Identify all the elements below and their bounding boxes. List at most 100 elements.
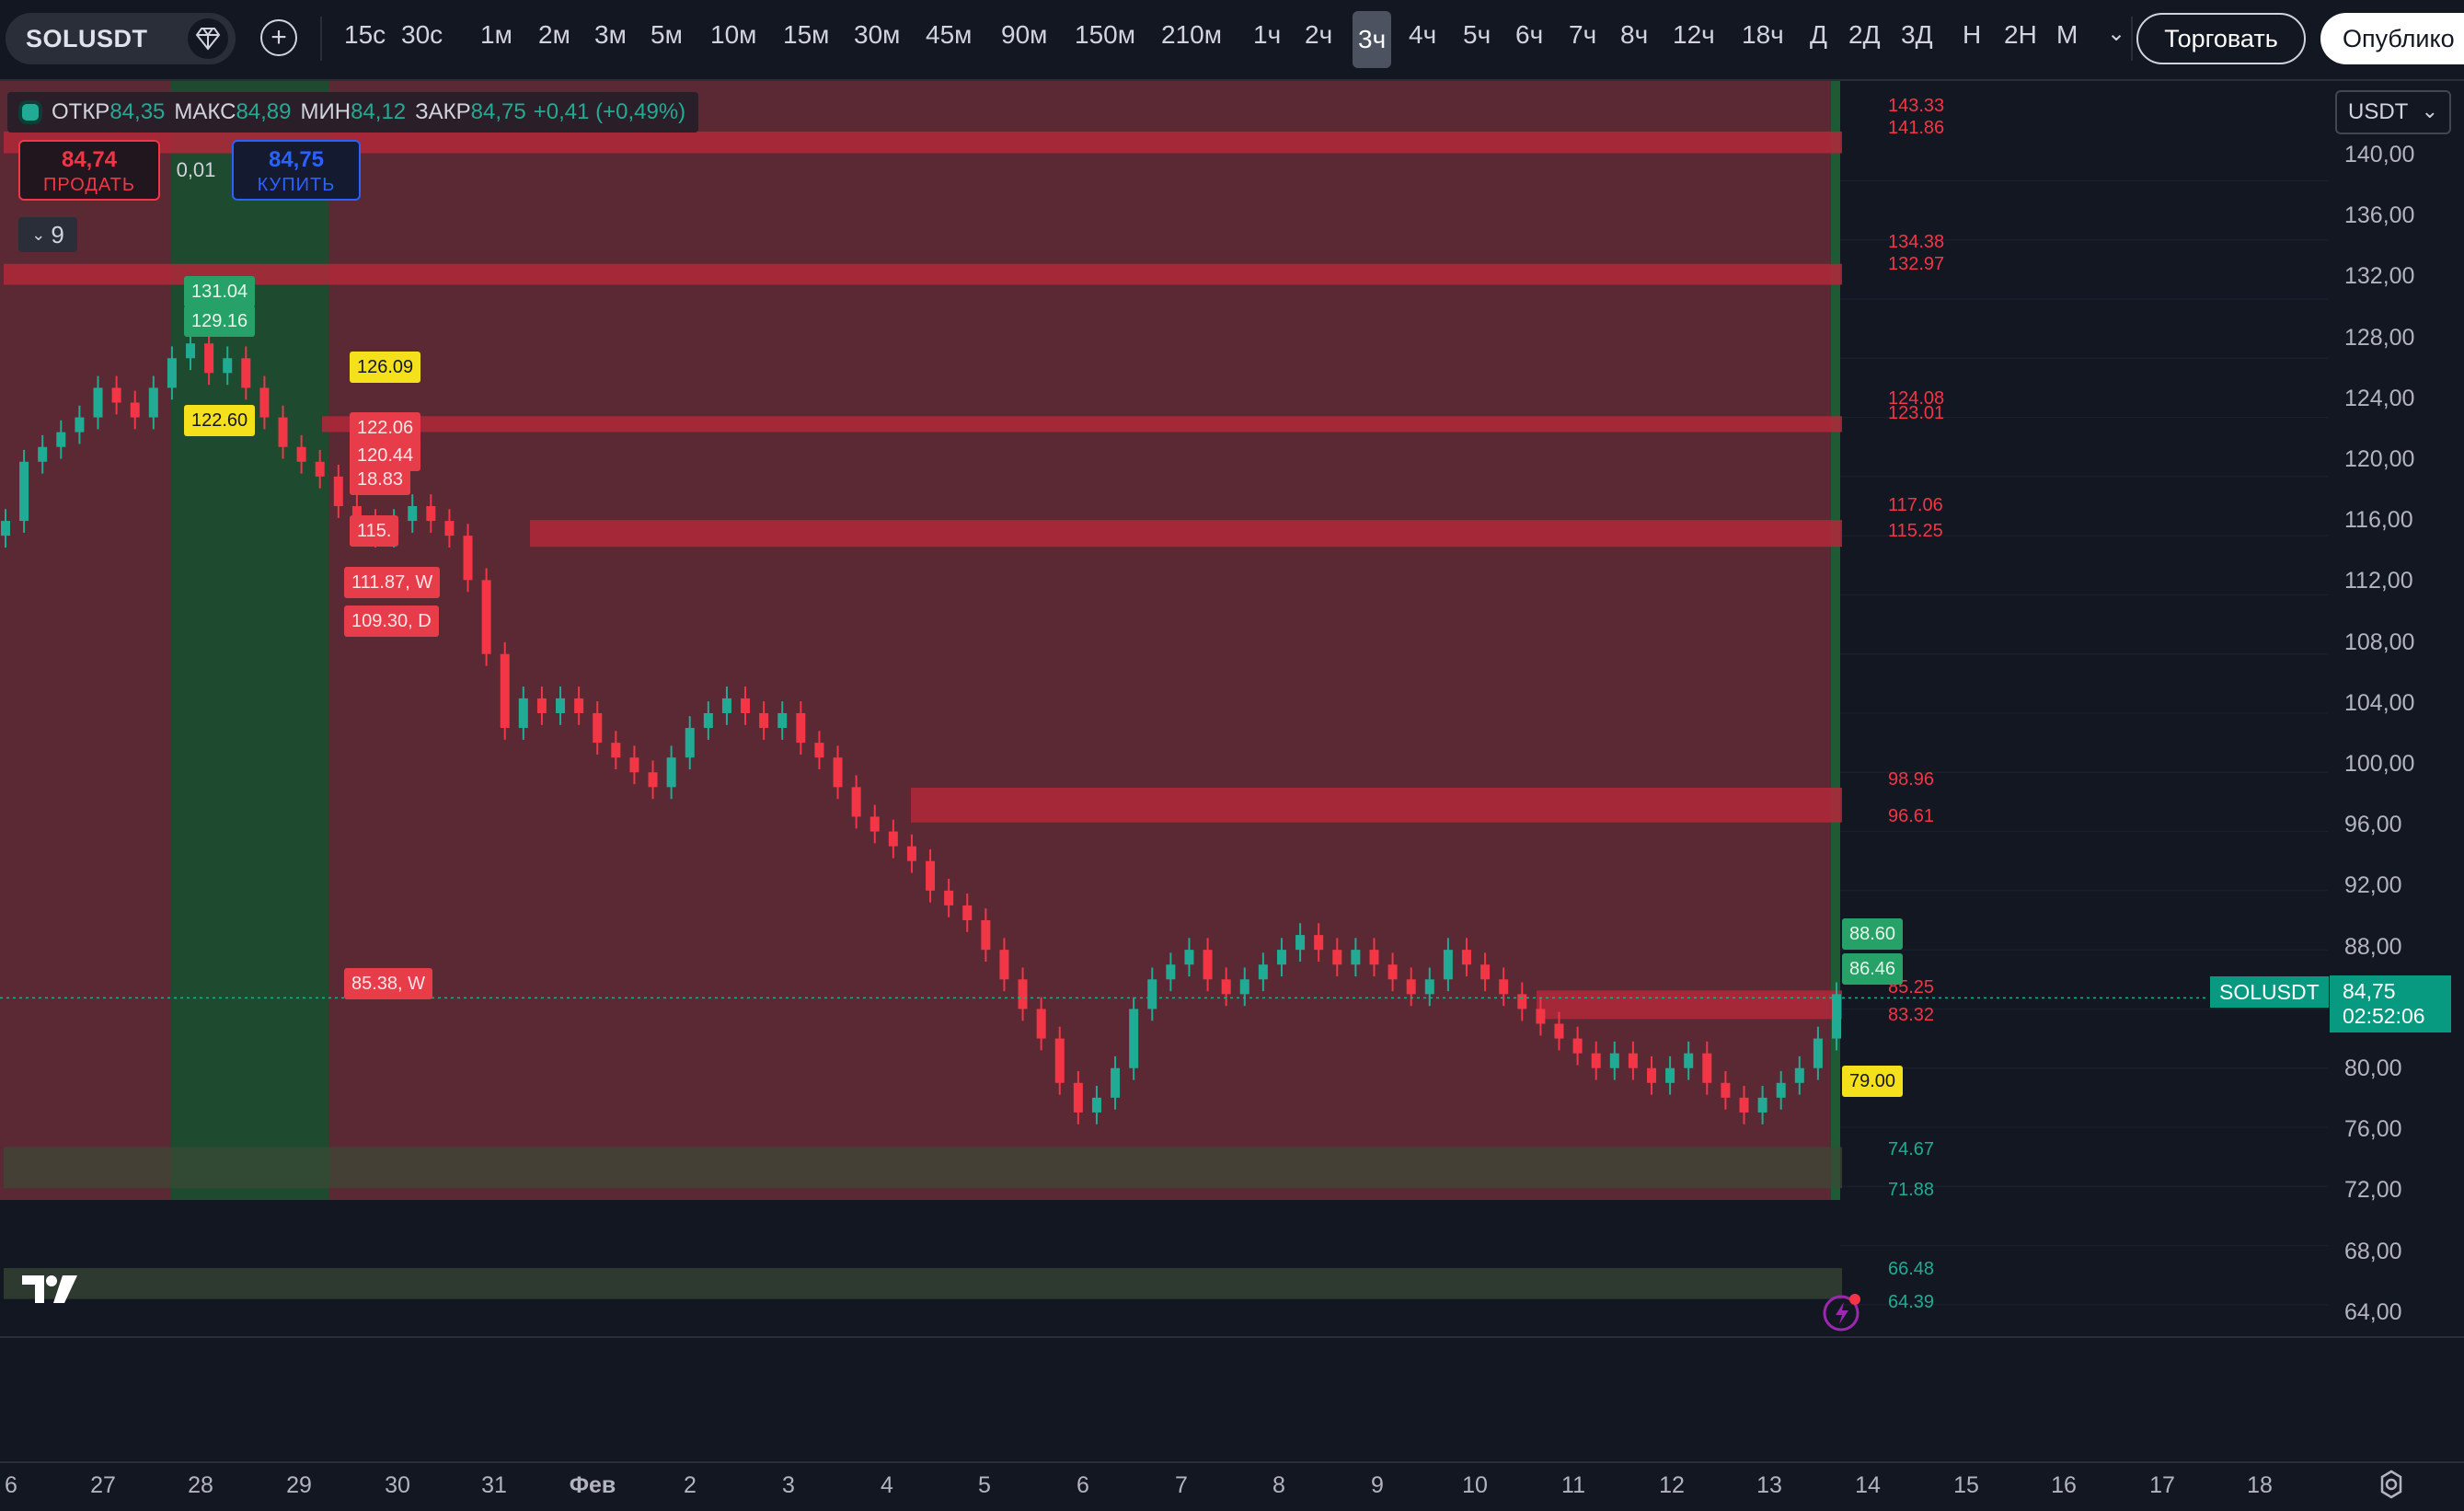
date-tick: 10 — [1462, 1472, 1488, 1498]
candle-body — [56, 432, 66, 447]
chevron-down-icon[interactable]: ⌄ — [2107, 21, 2126, 46]
zone-rect — [4, 1147, 1842, 1189]
date-tick: 28 — [188, 1472, 213, 1498]
candle-body — [296, 446, 306, 462]
candle-body — [1036, 1009, 1046, 1039]
candle-body — [1314, 935, 1324, 951]
close-label: ЗАКР — [415, 99, 471, 124]
timeframe-22[interactable]: 12ч — [1673, 20, 1715, 49]
price-tick: 112,00 — [2344, 568, 2413, 594]
timeframe-4[interactable]: 2м — [538, 20, 570, 49]
price-tick: 128,00 — [2344, 324, 2415, 351]
price-tick: 100,00 — [2344, 751, 2415, 777]
bull-background-region — [171, 81, 329, 1200]
timeframe-1[interactable]: 15с — [344, 20, 386, 49]
trade-button[interactable]: Торговать — [2136, 13, 2306, 64]
candle-body — [1461, 950, 1471, 965]
timeframe-27[interactable]: Н — [1963, 20, 1982, 49]
candle-body — [1406, 979, 1416, 995]
candle-body — [186, 343, 196, 359]
candle-body — [1239, 979, 1249, 995]
zone-level-top: 98.96 — [1888, 769, 1935, 790]
timeframe-9[interactable]: 30м — [854, 20, 901, 49]
candle-body — [629, 757, 639, 773]
add-symbol-icon[interactable]: + — [260, 19, 297, 56]
candle-body — [463, 536, 473, 581]
diamond-icon[interactable] — [188, 18, 228, 59]
symbol-search-button[interactable]: SOLUSDT — [6, 13, 236, 64]
bull-edge-region — [1831, 81, 1840, 1200]
timeframe-16[interactable]: 3ч — [1353, 11, 1392, 68]
ohlc-legend: ОТКР 84,35 МАКС 84,89 МИН 84,12 ЗАКР 84,75 +… — [7, 92, 699, 133]
date-tick: 18 — [2247, 1472, 2273, 1498]
candle-body — [518, 698, 528, 729]
timeframe-26[interactable]: 3Д — [1901, 20, 1933, 49]
timeframe-17[interactable]: 4ч — [1409, 20, 1437, 49]
candle-body — [851, 787, 861, 817]
indicators-toggle[interactable]: ⌄ 9 — [18, 217, 77, 252]
buy-label: КУПИТЬ — [257, 175, 336, 195]
timeframe-12[interactable]: 150м — [1075, 20, 1135, 49]
buy-button[interactable]: 84,75 КУПИТЬ — [232, 140, 361, 201]
low-label: МИН — [300, 99, 351, 124]
candle-body — [1813, 1038, 1823, 1068]
currency-select[interactable]: USDT ⌄ — [2335, 90, 2451, 134]
candle-body — [611, 743, 621, 758]
timeframe-19[interactable]: 6ч — [1515, 20, 1544, 49]
timeframe-21[interactable]: 8ч — [1620, 20, 1649, 49]
timeframe-18[interactable]: 5ч — [1463, 20, 1491, 49]
timeframe-15[interactable]: 2ч — [1305, 20, 1333, 49]
candle-body — [1332, 950, 1342, 965]
candle-body — [962, 905, 973, 920]
timeframe-29[interactable]: М — [2056, 20, 2078, 49]
candle-body — [1054, 1038, 1065, 1083]
candle-body — [999, 950, 1009, 980]
indicators-count: 9 — [51, 220, 64, 248]
symbol-name: SOLUSDT — [26, 24, 148, 52]
price-tick: 68,00 — [2344, 1238, 2402, 1264]
date-tick: 11 — [1561, 1472, 1585, 1498]
timeframe-3[interactable]: 1м — [480, 20, 512, 49]
candle-body — [777, 713, 788, 729]
timeframe-6[interactable]: 5м — [651, 20, 683, 49]
zone-level-top: 134.38 — [1888, 232, 1945, 252]
lightning-alert-icon[interactable] — [1822, 1290, 1864, 1337]
price-tick: 64,00 — [2344, 1298, 2402, 1325]
candle-body — [1129, 1009, 1139, 1068]
tradingview-logo[interactable] — [22, 1275, 83, 1311]
gear-icon[interactable] — [2376, 1469, 2407, 1505]
candle-body — [1295, 935, 1306, 951]
candle-body — [648, 772, 658, 788]
timeframe-11[interactable]: 90м — [1001, 20, 1048, 49]
timeframe-2[interactable]: 30с — [401, 20, 443, 49]
timeframe-24[interactable]: Д — [1810, 20, 1827, 49]
date-tick: 6 — [1077, 1472, 1089, 1498]
timeframe-25[interactable]: 2Д — [1848, 20, 1881, 49]
sell-button[interactable]: 84,74 ПРОДАТЬ — [18, 140, 160, 201]
candle-body — [278, 417, 288, 447]
top-toolbar: SOLUSDT + 15с 30с 1м 2м 3м 5м 10м 15м 30м 45м 90м 1… — [0, 0, 2464, 81]
date-tick: 27 — [90, 1472, 116, 1498]
date-tick: 29 — [286, 1472, 312, 1498]
time-axis[interactable] — [0, 1461, 2464, 1511]
price-chart[interactable] — [0, 81, 2464, 1336]
date-tick: 17 — [2149, 1472, 2175, 1498]
candle-body — [1832, 994, 1841, 1039]
zone-rect — [911, 788, 1842, 823]
publish-button[interactable]: Опублико — [2320, 13, 2464, 64]
zone-level-bottom: 123.01 — [1888, 403, 1945, 423]
open-label: ОТКР — [52, 99, 110, 124]
timeframe-20[interactable]: 7ч — [1569, 20, 1597, 49]
indicator-tag: 129.16 — [184, 306, 256, 337]
timeframe-23[interactable]: 18ч — [1742, 20, 1784, 49]
market-status-icon[interactable] — [18, 100, 42, 124]
zone-level-top: 117.06 — [1888, 495, 1943, 515]
timeframe-10[interactable]: 45м — [926, 20, 973, 49]
low-value: 84,12 — [351, 99, 407, 124]
timeframe-7[interactable]: 10м — [710, 20, 757, 49]
timeframe-5[interactable]: 3м — [594, 20, 627, 49]
timeframe-8[interactable]: 15м — [783, 20, 830, 49]
timeframe-13[interactable]: 210м — [1161, 20, 1222, 49]
timeframe-14[interactable]: 1ч — [1253, 20, 1282, 49]
timeframe-28[interactable]: 2Н — [2004, 20, 2037, 49]
